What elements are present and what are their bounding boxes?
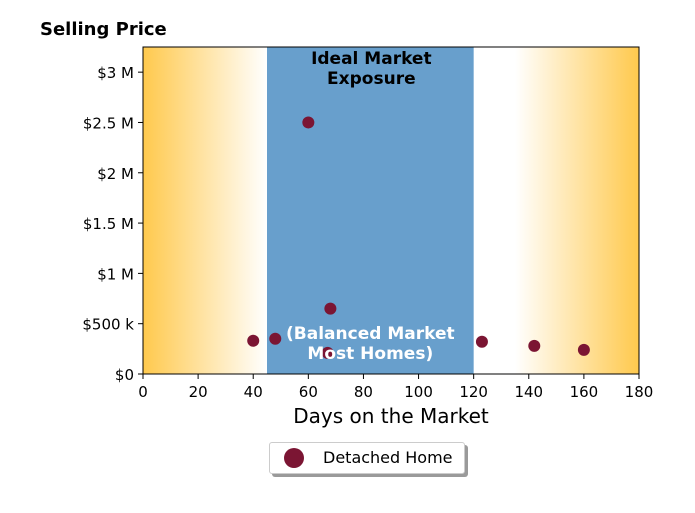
- x-tick-label: 60: [299, 383, 318, 401]
- y-tick-label: $1.5 M: [83, 215, 134, 233]
- x-axis: 0 20 40 60 80 100 120 140 160 180: [138, 374, 653, 401]
- x-tick-label: 140: [514, 383, 543, 401]
- data-point: [269, 332, 282, 345]
- x-tick-label: 100: [404, 383, 433, 401]
- x-tick-label: 120: [459, 383, 488, 401]
- region-bottom-label-line: (Balanced Market: [286, 324, 455, 344]
- y-tick-label: $3 M: [97, 64, 134, 82]
- y-axis: $0 $500 k $1 M $1.5 M $2 M $2.5 M $3 M: [82, 64, 143, 384]
- plot-frame: [142, 46, 640, 375]
- x-axis-label: Days on the Market: [293, 404, 489, 428]
- data-point: [475, 335, 488, 348]
- x-tick-label: 160: [570, 383, 599, 401]
- data-point: [321, 346, 334, 359]
- data-point: [324, 302, 337, 315]
- x-tick-label: 40: [244, 383, 263, 401]
- region-bottom-label-line: Most Homes): [307, 344, 433, 364]
- legend-label: Detached Home: [323, 448, 453, 467]
- legend-marker-icon: [284, 448, 304, 468]
- chart-title: Selling Price: [40, 19, 167, 40]
- y-tick-label: $2.5 M: [83, 114, 134, 132]
- data-point: [528, 339, 541, 352]
- y-tick-label: $2 M: [97, 165, 134, 183]
- x-tick-label: 80: [354, 383, 373, 401]
- data-point: [302, 116, 315, 129]
- y-tick-label: $500 k: [82, 316, 134, 334]
- y-tick-label: $0: [115, 366, 134, 384]
- y-tick-label: $1 M: [97, 265, 134, 283]
- x-tick-label: 20: [189, 383, 208, 401]
- region-top-label-line: Exposure: [327, 69, 416, 89]
- region-top-label-line: Ideal Market: [311, 49, 432, 69]
- data-point: [577, 343, 590, 356]
- data-point: [247, 334, 260, 347]
- x-tick-label: 0: [138, 383, 148, 401]
- region-0: [267, 47, 474, 374]
- legend: Detached Home: [269, 442, 465, 474]
- x-tick-label: 180: [625, 383, 654, 401]
